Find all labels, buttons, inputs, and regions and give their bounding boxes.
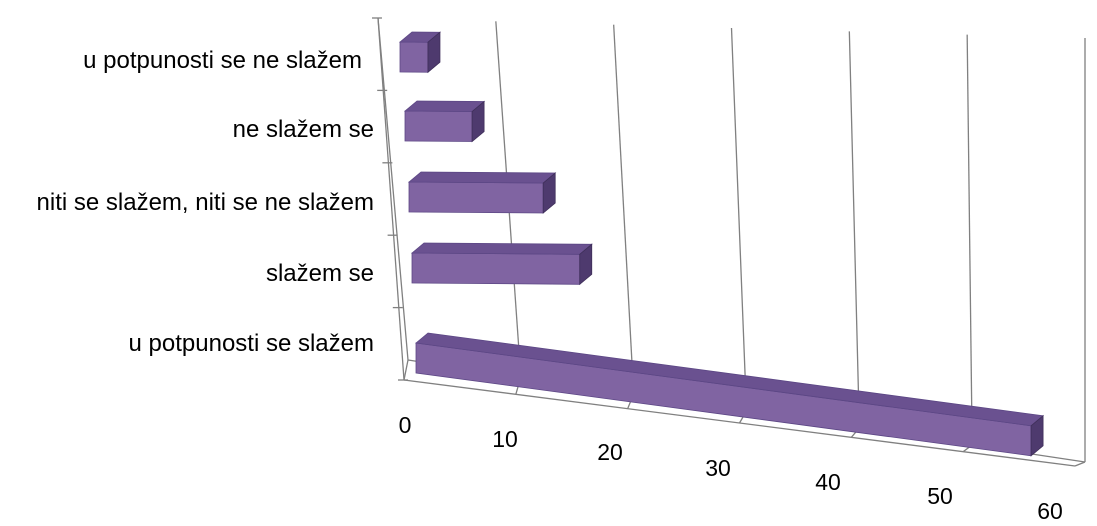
gridline-vertical bbox=[377, 17, 409, 361]
bar-front bbox=[399, 41, 429, 73]
gridline-floor bbox=[403, 359, 409, 381]
bar-front bbox=[411, 252, 581, 285]
gridline-vertical bbox=[730, 27, 748, 412]
category-label: u potpunosti se ne slažem bbox=[83, 47, 362, 74]
x-tick-label: 20 bbox=[597, 439, 623, 465]
bar-front bbox=[404, 110, 473, 142]
bar-top bbox=[407, 171, 557, 184]
x-tick-label: 40 bbox=[815, 469, 841, 495]
category-label: ne slažem se bbox=[233, 116, 374, 143]
bar-side bbox=[427, 31, 441, 74]
category-labels: u potpunosti se ne slažem ne slažem se nit… bbox=[37, 47, 374, 357]
gridline-floor bbox=[1074, 461, 1086, 467]
value-axis bbox=[403, 379, 1076, 467]
category-axis bbox=[377, 17, 405, 381]
bar-side bbox=[1030, 414, 1044, 457]
bar-top bbox=[403, 100, 486, 112]
bars bbox=[398, 31, 1045, 457]
bar-side bbox=[542, 172, 556, 214]
x-tick-label: 50 bbox=[927, 483, 953, 509]
gridline-vertical bbox=[848, 31, 860, 429]
tick-labels: 0 10 20 30 40 50 60 bbox=[399, 412, 1063, 524]
x-tick-label: 30 bbox=[705, 455, 731, 481]
category-label: niti se slažem, niti se ne slažem bbox=[37, 189, 374, 216]
bar-side bbox=[471, 100, 485, 143]
x-tick-label: 0 bbox=[399, 412, 412, 438]
bar-top bbox=[410, 242, 593, 255]
bar-front bbox=[408, 181, 544, 214]
bar-side bbox=[579, 243, 593, 286]
x-tick-label: 10 bbox=[492, 426, 518, 452]
gridline-vertical bbox=[613, 24, 635, 395]
x-tick-label: 60 bbox=[1037, 498, 1063, 524]
category-label: u potpunosti se slažem bbox=[129, 330, 374, 357]
category-label: slažem se bbox=[266, 260, 374, 287]
gridline-vertical bbox=[966, 34, 973, 446]
